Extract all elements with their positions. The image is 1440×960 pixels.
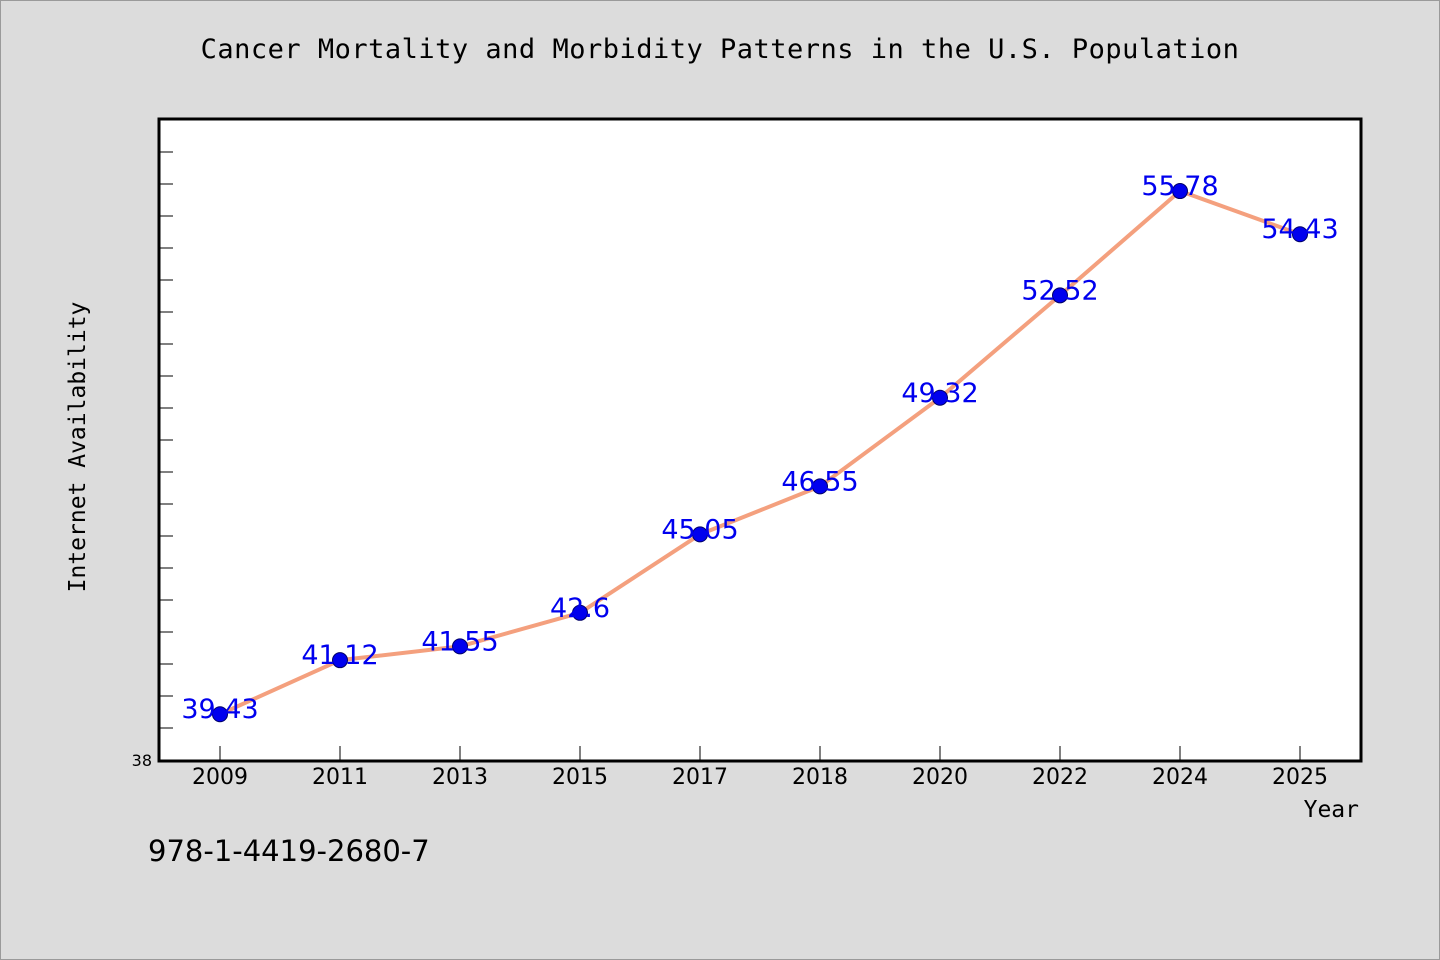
data-point-marker [1292,226,1308,243]
data-label: 46.55 [781,466,858,497]
chart-title: Cancer Mortality and Morbidity Patterns … [200,34,1240,65]
series-line-group [219,189,1301,717]
x-tick-label: 2025 [1272,765,1328,790]
data-label: 39.43 [181,694,258,725]
data-label: 54.43 [1261,214,1338,245]
x-axis-title: Year [1304,797,1359,823]
x-tick-label: 2024 [1152,765,1208,790]
series-line [219,189,1301,717]
data-point-marker [332,652,348,669]
data-label: 41.55 [421,626,498,657]
plot-area [157,117,1363,763]
x-tick-label: 2015 [552,765,608,790]
data-label: 52.52 [1021,275,1098,306]
y-tick-label: 38 [132,751,152,770]
x-tick-label: 2009 [192,765,248,790]
y-axis-title: Internet Availability [65,302,91,593]
x-tick-label: 2013 [432,765,488,790]
data-point-marker [452,638,468,655]
data-point-marker [1052,287,1068,304]
data-point-marker [1172,183,1188,200]
x-tick-label: 2018 [792,765,848,790]
x-tick-label: 2017 [672,765,728,790]
x-axis-ticks: 2009 2011 2013 2015 2017 2018 2020 2022 2024 2025 [192,746,1328,790]
isbn-annotation: 978-1-4419-2680-7 [148,834,430,868]
x-tick-label: 2011 [312,765,368,790]
data-point-marker [932,389,948,406]
y-axis-ticks: 38 [132,151,173,770]
data-label: 41.12 [301,640,378,671]
data-point-marker [572,604,588,621]
data-label: 42.6 [550,593,610,624]
x-tick-label: 2020 [912,765,968,790]
data-label: 45.05 [661,514,738,545]
data-label: 49.32 [901,378,978,409]
series-markers [212,183,1308,723]
data-labels: 39.43 41.12 41.55 42.6 45.05 46.55 49.32 52.52 5… [181,171,1338,725]
data-point-marker [692,526,708,543]
data-point-marker [212,706,228,723]
data-label: 55.78 [1141,171,1218,202]
data-point-marker [812,478,828,495]
x-tick-label: 2022 [1032,765,1088,790]
